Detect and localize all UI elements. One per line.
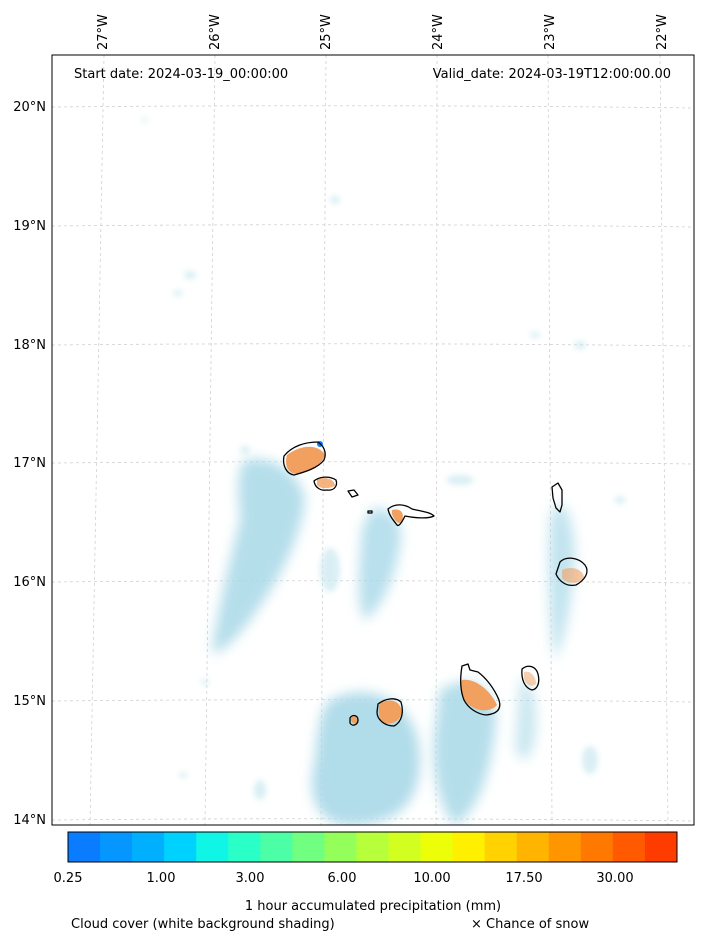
meridian-26w	[204, 55, 216, 825]
lat-label-20n: 20°N	[13, 100, 46, 115]
colorbar-cell	[196, 832, 229, 862]
colorbar	[68, 832, 678, 862]
colorbar-cell	[292, 832, 325, 862]
colorbar-cell	[260, 832, 293, 862]
coast-santo-antao	[282, 441, 326, 476]
parallel-20n	[52, 105, 694, 109]
colorbar-cell	[388, 832, 422, 862]
colorbar-tick-2: 3.00	[235, 871, 265, 886]
parallel-18n	[52, 343, 694, 347]
start-date-label: Start date: 2024-03-19_00:00:00	[74, 67, 288, 82]
colorbar-cell	[132, 832, 165, 862]
coast-fogo	[376, 698, 403, 727]
meridian-22w	[659, 55, 669, 825]
precip-santo-antao	[286, 446, 325, 474]
precipitation-areas	[286, 446, 584, 724]
lat-label-14n: 14°N	[13, 813, 46, 828]
longitude-labels: 27°W 26°W 25°W 24°W 23°W 22°W	[96, 14, 670, 50]
parallel-16n	[52, 580, 694, 584]
colorbar-cell	[484, 832, 518, 862]
lat-label-15n: 15°N	[13, 694, 46, 709]
cloud-wisps	[142, 118, 625, 800]
meridian-27w	[89, 55, 105, 825]
precip-brava	[350, 715, 358, 724]
precip-maio	[524, 671, 536, 686]
colorbar-label: 1 hour accumulated precipitation (mm)	[244, 899, 502, 914]
coast-sal	[551, 482, 563, 513]
colorbar-cell	[516, 832, 550, 862]
colorbar-tick-4: 10.00	[413, 871, 451, 886]
latitude-labels: 20°N 19°N 18°N 17°N 16°N 15°N 14°N	[13, 100, 46, 828]
colorbar-tick-0: 0.25	[53, 871, 83, 886]
colorbar-frame	[67, 831, 678, 863]
colorbar-tick-6: 30.00	[596, 871, 634, 886]
lat-label-16n: 16°N	[13, 575, 46, 590]
parallel-19n	[52, 224, 694, 228]
colorbar-cell	[452, 832, 486, 862]
lon-label-25w: 25°W	[319, 14, 334, 50]
precip-sao-nicolau	[392, 509, 403, 523]
parallel-14n	[52, 818, 694, 822]
colorbar-cell	[68, 832, 101, 862]
precip-sao-vicente	[317, 477, 335, 489]
lat-label-18n: 18°N	[13, 338, 46, 353]
map-frame	[51, 54, 695, 826]
lon-label-23w: 23°W	[543, 14, 558, 50]
coast-santa-luzia	[347, 489, 359, 498]
coast-brava	[349, 714, 359, 726]
precip-boa-vista	[562, 567, 584, 583]
coast-santiago	[460, 663, 501, 716]
colorbar-cell	[164, 832, 197, 862]
coast-boa-vista	[555, 557, 588, 587]
colorbar-tick-5: 17.50	[505, 871, 543, 886]
parallel-17n	[52, 461, 694, 465]
precip-fogo	[378, 700, 402, 724]
valid-date-label: Valid_date: 2024-03-19T12:00:00.00	[433, 67, 671, 82]
lat-label-17n: 17°N	[13, 456, 46, 471]
parallel-15n	[52, 699, 694, 703]
colorbar-cell	[356, 832, 390, 862]
coast-sao-vicente	[313, 476, 338, 491]
graticule	[52, 55, 694, 825]
meridian-23w	[547, 55, 553, 825]
colorbar-tick-1: 1.00	[146, 871, 176, 886]
precip-santiago	[460, 679, 497, 711]
lon-label-26w: 26°W	[208, 14, 223, 50]
colorbar-tick-3: 6.00	[327, 871, 357, 886]
colorbar-cell	[612, 832, 646, 862]
colorbar-cell	[644, 832, 678, 862]
coast-sao-nicolau	[387, 504, 435, 527]
lon-label-27w: 27°W	[96, 14, 111, 50]
coast-maio	[521, 665, 540, 691]
colorbar-cell	[420, 832, 454, 862]
snow-note: × Chance of snow	[471, 917, 590, 932]
lon-label-24w: 24°W	[431, 14, 446, 50]
colorbar-cell	[548, 832, 582, 862]
meridian-25w	[320, 55, 327, 825]
meridian-24w	[435, 55, 438, 825]
cloud-cover-note: Cloud cover (white background shading)	[71, 917, 335, 932]
colorbar-cell	[324, 832, 357, 862]
lat-label-19n: 19°N	[13, 219, 46, 234]
colorbar-cell	[228, 832, 261, 862]
lon-label-22w: 22°W	[655, 14, 670, 50]
colorbar-cell	[580, 832, 614, 862]
coastlines	[282, 441, 588, 727]
coast-ilheu	[367, 510, 373, 514]
colorbar-cell	[100, 832, 133, 862]
